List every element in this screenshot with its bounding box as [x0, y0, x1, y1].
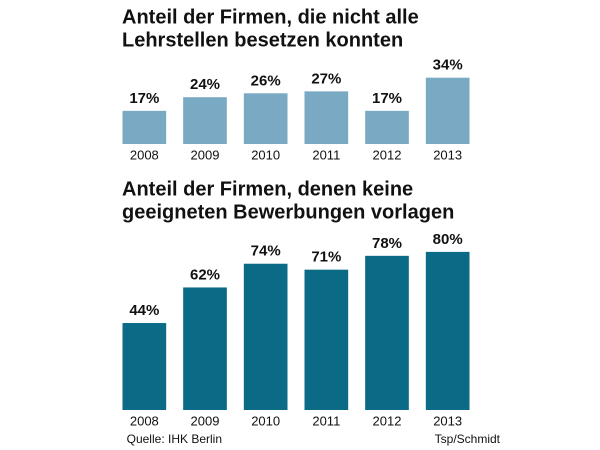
chart-title: Lehrstellen besetzen konnten [122, 29, 403, 51]
x-tick-label: 2012 [373, 413, 402, 428]
bar [122, 110, 167, 144]
x-tick-label: 2009 [191, 413, 220, 428]
bar [243, 263, 288, 410]
credit: Tsp/Schmidt [435, 432, 501, 446]
value-label: 17% [129, 90, 159, 107]
value-label: 44% [129, 302, 159, 319]
chart-title: geeigneten Bewerbungen vorlagen [122, 201, 454, 223]
x-tick-label: 2013 [433, 147, 462, 162]
value-label: 34% [433, 57, 463, 74]
x-tick-label: 2013 [433, 413, 462, 428]
x-tick-label: 2010 [251, 413, 280, 428]
x-tick-label: 2012 [373, 147, 402, 162]
value-label: 17% [372, 90, 402, 107]
x-tick-label: 2009 [191, 147, 220, 162]
bar [183, 287, 227, 410]
value-label: 71% [311, 249, 341, 266]
value-label: 27% [311, 70, 341, 87]
x-tick-label: 2011 [312, 413, 340, 428]
x-tick-label: 2008 [130, 147, 159, 162]
bar [304, 269, 349, 410]
value-label: 26% [251, 72, 281, 89]
bar [365, 255, 409, 410]
value-label: 24% [190, 76, 220, 93]
value-label: 62% [190, 266, 220, 283]
bar [122, 323, 167, 410]
source: Quelle: IHK Berlin [127, 432, 222, 446]
value-label: 80% [433, 231, 463, 248]
bar [243, 93, 288, 144]
bar [425, 77, 470, 144]
x-tick-label: 2010 [251, 147, 280, 162]
chart-title: Anteil der Firmen, denen keine [122, 178, 413, 200]
value-label: 74% [251, 243, 281, 260]
bar [425, 251, 470, 410]
chart-title: Anteil der Firmen, die nicht alle [122, 6, 419, 28]
x-tick-label: 2011 [312, 147, 340, 162]
bar [365, 110, 409, 144]
bar [304, 91, 349, 144]
x-tick-label: 2008 [130, 413, 159, 428]
bar [183, 97, 227, 144]
value-label: 78% [372, 235, 402, 252]
